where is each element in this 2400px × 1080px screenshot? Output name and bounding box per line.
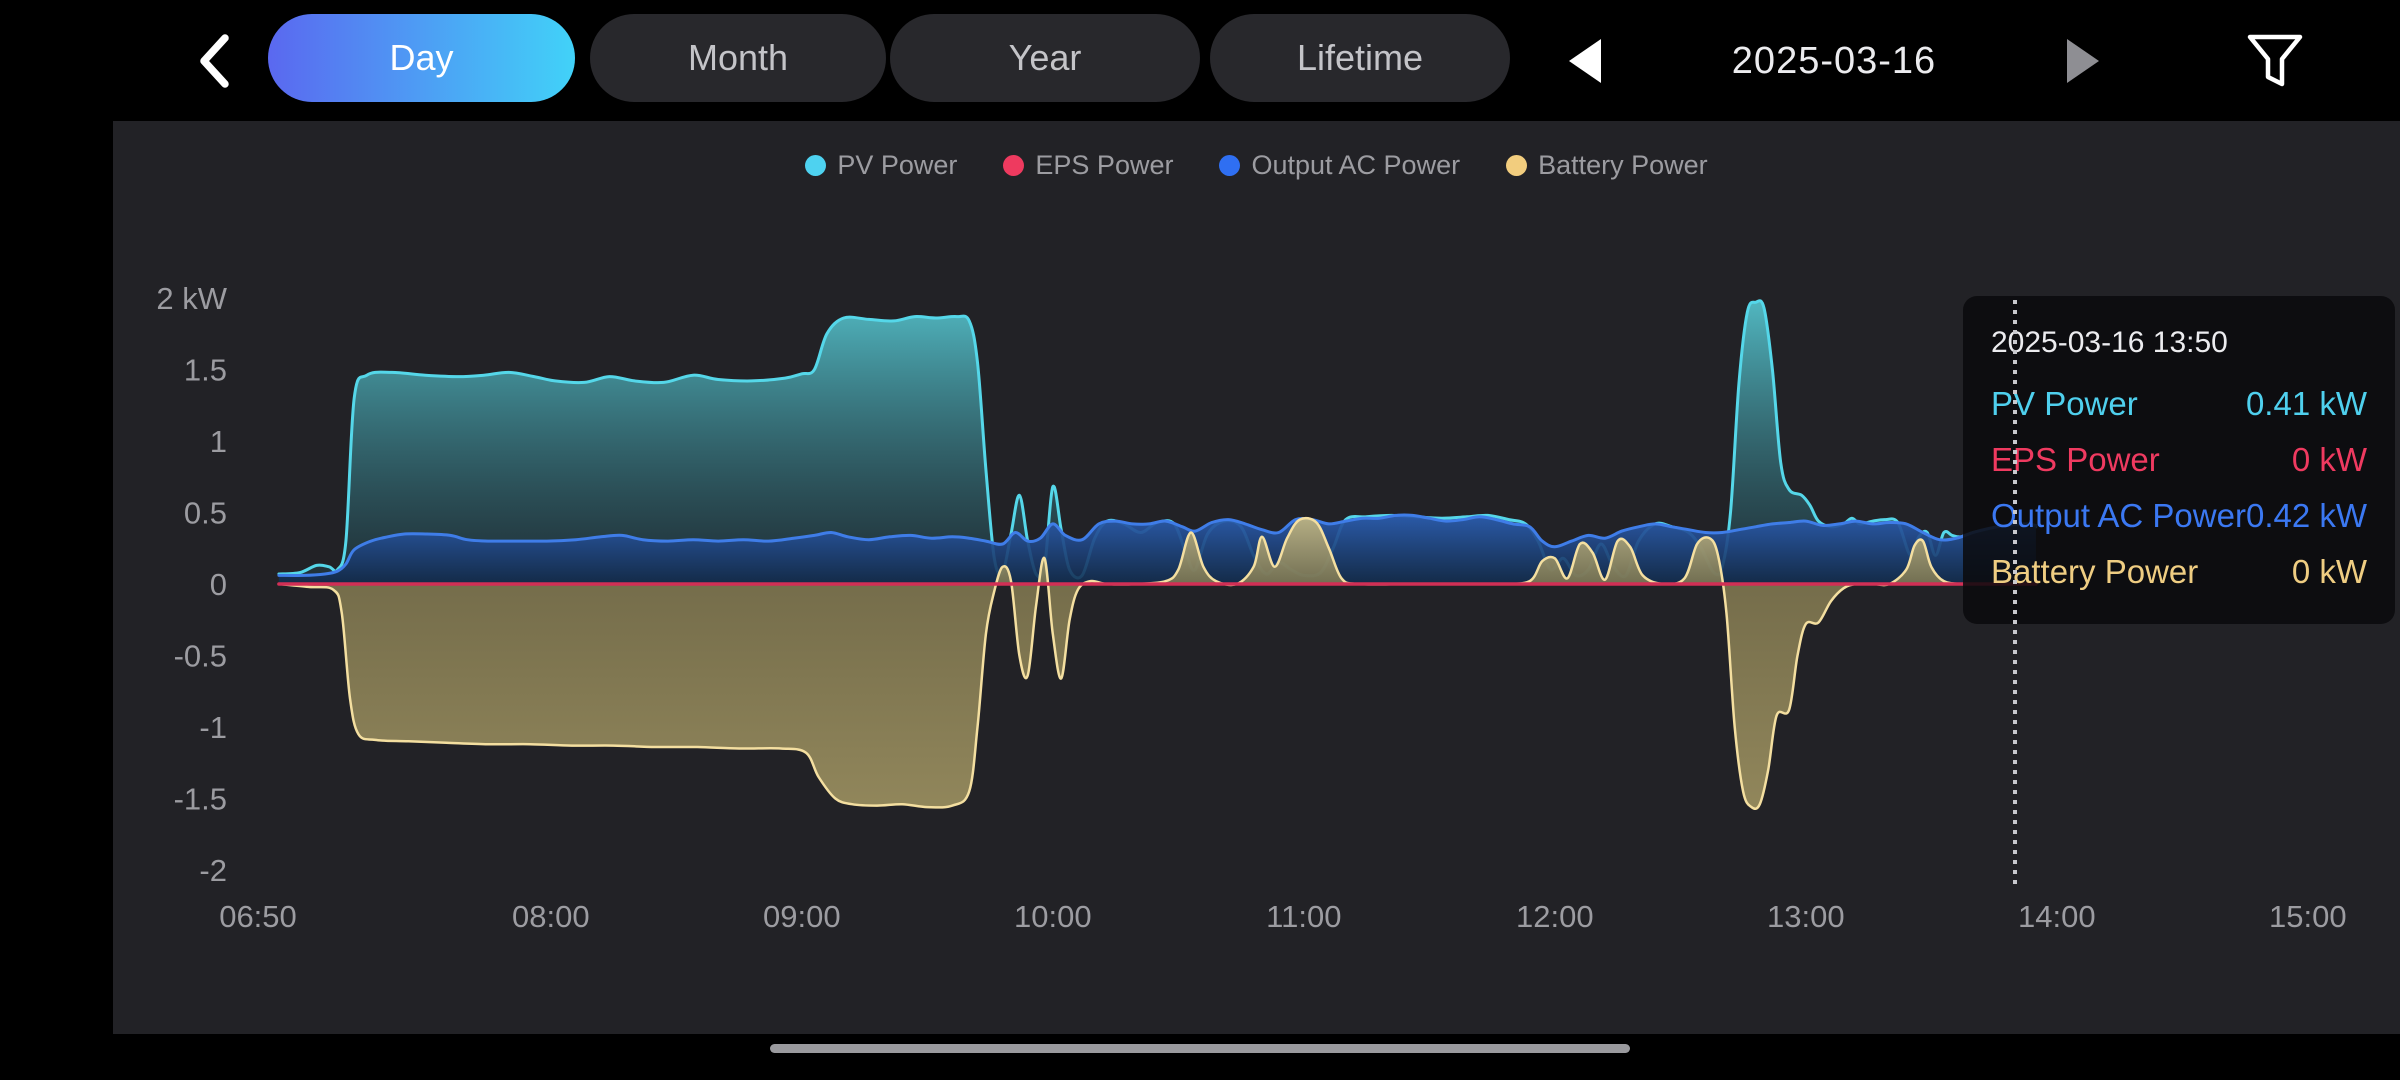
x-axis-tick-label: 12:00 [1516,899,1594,934]
y-axis-tick-label: -1 [199,710,227,745]
tooltip-row: Battery Power 0 kW [1991,544,2367,600]
top-bar: Day Month Year Lifetime 2025-03-16 [0,0,2400,115]
triangle-left-icon [1569,39,1601,83]
legend-label: EPS Power [1035,150,1174,180]
x-axis-tick-label: 11:00 [1266,899,1341,934]
legend-item-pv[interactable]: PV Power [805,150,957,181]
home-indicator[interactable] [770,1044,1630,1053]
legend-item-output[interactable]: Output AC Power [1219,150,1460,181]
battery-legend-dot-icon [1506,155,1528,176]
tab-day[interactable]: Day [268,14,575,102]
chart-legend: PV Power EPS Power Output AC Power Battery … [113,150,2400,181]
chevron-left-icon [200,34,229,88]
y-axis-tick-label: 0 [210,567,227,602]
legend-label: Battery Power [1538,150,1708,180]
output-line [277,513,2038,577]
x-axis-tick-label: 10:00 [1014,899,1092,934]
tooltip-row: PV Power 0.41 kW [1991,376,2367,432]
tooltip-series-value: 0 kW [2291,553,2367,590]
pv-area [278,300,2036,584]
tab-lifetime[interactable]: Lifetime [1210,14,1510,102]
tooltip-series-label: Battery Power [1991,553,2199,590]
funnel-icon [2247,34,2303,87]
tooltip-title: 2025-03-16 13:50 [1991,326,2228,359]
date-label[interactable]: 2025-03-16 [1731,40,1937,82]
tooltip-series-value: 0.42 kW [2245,497,2368,534]
tooltip-series-value: 0.41 kW [2245,385,2367,422]
battery-line [277,516,2038,811]
output-legend-dot-icon [1219,155,1241,176]
tab-year[interactable]: Year [890,14,1200,102]
y-axis-tick-label: 1.5 [184,353,227,388]
legend-item-battery[interactable]: Battery Power [1506,150,1708,181]
chart-tooltip: 2025-03-16 13:50 PV Power 0.41 kW EPS Powe… [1963,296,2395,624]
legend-label: Output AC Power [1251,150,1461,180]
legend-label: PV Power [837,150,958,180]
previous-date-button[interactable] [1560,34,1608,88]
bottom-bar [0,1034,2400,1080]
x-axis-tick-label: 13:00 [1767,899,1845,934]
tooltip-series-label: EPS Power [1991,441,2160,478]
y-axis-tick-label: -2 [199,853,227,888]
tooltip-row: Output AC Power 0.42 kW [1991,488,2367,544]
x-axis-tick-label: 15:00 [2269,899,2347,934]
y-axis-tick-label: -0.5 [174,639,227,674]
back-button[interactable] [190,30,242,92]
y-axis-tick-label: 2 kW [156,281,227,316]
filter-button[interactable] [2244,28,2306,92]
battery-area [278,518,2036,809]
legend-item-eps[interactable]: EPS Power [1003,150,1173,181]
x-axis-tick-label: 08:00 [512,899,590,934]
pv-legend-dot-icon [805,155,827,176]
x-axis-tick-label: 14:00 [2018,899,2096,934]
tooltip-series-value: 0 kW [2291,441,2367,478]
y-axis-tick-label: -1.5 [174,782,227,817]
next-date-button[interactable] [2060,34,2108,88]
y-axis-tick-label: 0.5 [184,496,227,531]
tooltip-series-label: Output AC Power [1991,497,2246,534]
chart-cursor-line [2013,300,2017,884]
tooltip-row: EPS Power 0 kW [1991,432,2367,488]
eps-legend-dot-icon [1003,155,1025,176]
tab-month[interactable]: Month [590,14,886,102]
y-axis-tick-label: 1 [210,424,227,459]
x-axis-tick-label: 09:00 [763,899,841,934]
triangle-right-icon [2067,39,2099,83]
x-axis-tick-label: 06:50 [219,899,297,934]
